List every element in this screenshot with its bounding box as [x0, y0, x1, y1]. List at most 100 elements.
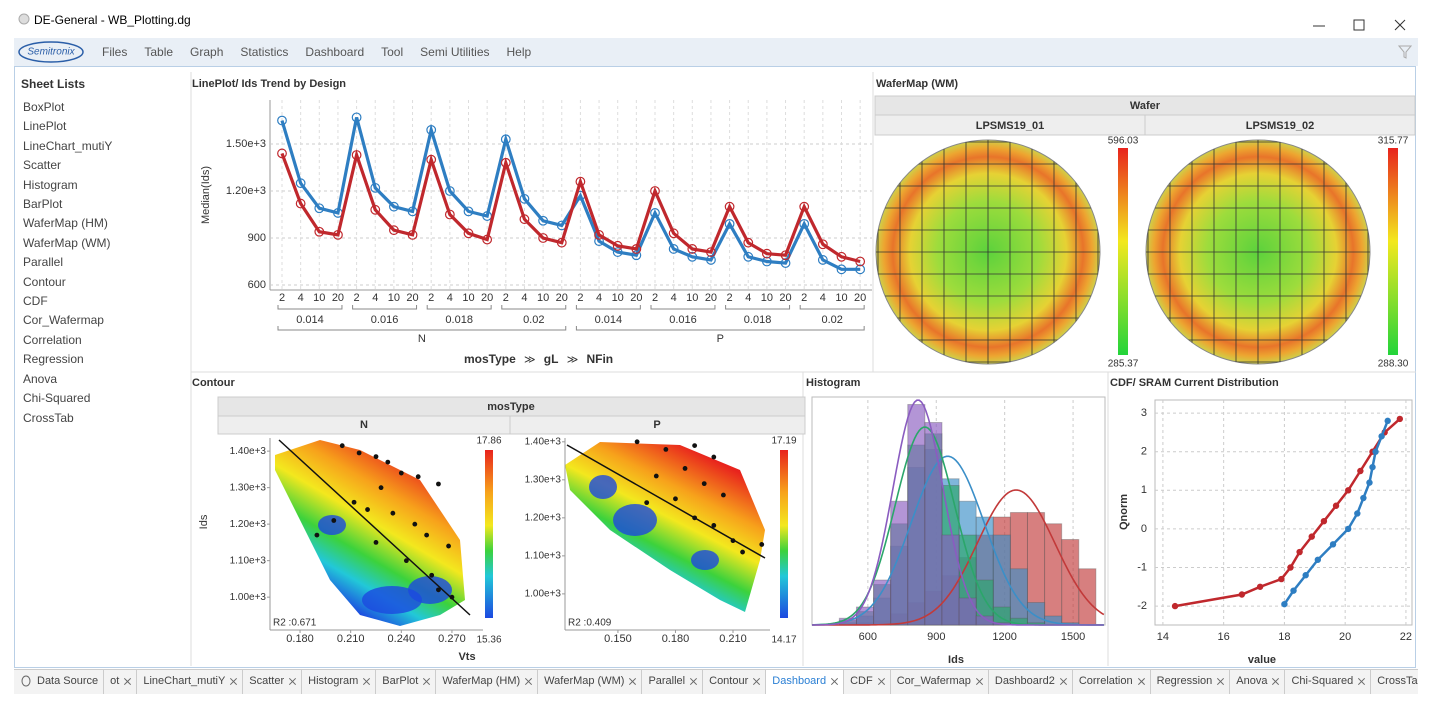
- tab-close[interactable]: [753, 678, 760, 685]
- sheet-item[interactable]: CrossTab: [23, 410, 74, 425]
- point: [1278, 575, 1285, 583]
- group-bracket: [277, 305, 343, 310]
- tab[interactable]: Anova: [1230, 670, 1286, 694]
- sheet-item[interactable]: Contour: [23, 274, 66, 289]
- sheet-item[interactable]: Histogram: [23, 177, 78, 192]
- sheet-item[interactable]: Regression: [23, 352, 84, 367]
- x-tick-label: 10: [835, 292, 847, 304]
- tab[interactable]: WaferMap (HM): [436, 670, 539, 694]
- group-label: 0.014: [595, 314, 623, 326]
- x-tick-label: 16: [1218, 631, 1230, 643]
- tab[interactable]: Cor_Wafermap: [891, 670, 989, 694]
- tab-close[interactable]: [1060, 678, 1067, 685]
- tab-close[interactable]: [124, 678, 131, 685]
- sheet-item[interactable]: Anova: [23, 371, 58, 386]
- tab-close[interactable]: [690, 678, 697, 685]
- tab[interactable]: Parallel: [642, 670, 704, 694]
- sheet-item[interactable]: BarPlot: [23, 197, 63, 212]
- menu-item[interactable]: Help: [506, 45, 532, 59]
- group-bracket: [352, 305, 418, 310]
- tab[interactable]: Histogram: [302, 670, 377, 694]
- menu-item[interactable]: Statistics: [240, 45, 289, 59]
- x-tick-label: 20: [332, 292, 344, 304]
- point: [668, 244, 679, 254]
- tab-close[interactable]: [1138, 678, 1145, 685]
- tab-close[interactable]: [629, 678, 636, 685]
- menu-item[interactable]: Table: [144, 45, 174, 59]
- point: [500, 157, 511, 168]
- tab[interactable]: Data Source: [14, 670, 105, 694]
- tab[interactable]: LineChart_mutiY: [137, 670, 244, 694]
- tab[interactable]: Correlation: [1073, 670, 1151, 694]
- logo[interactable]: Semitronix: [16, 38, 96, 66]
- sheet-item[interactable]: WaferMap (HM): [23, 216, 108, 231]
- bar: [907, 404, 926, 626]
- sheet-item[interactable]: Scatter: [23, 158, 62, 173]
- series-line: [1283, 420, 1389, 605]
- tab[interactable]: Contour: [703, 670, 767, 694]
- tab-close[interactable]: [230, 678, 237, 685]
- tab[interactable]: Dashboard2: [989, 670, 1073, 694]
- x-tick-label: 22: [1400, 631, 1412, 643]
- tab-close[interactable]: [831, 678, 838, 685]
- point: [436, 481, 441, 487]
- tab-close[interactable]: [525, 678, 532, 685]
- tab-close[interactable]: [1217, 678, 1224, 685]
- point: [351, 499, 357, 505]
- group-bracket: [575, 305, 641, 310]
- x-tick-label: 4: [671, 292, 677, 304]
- tab[interactable]: BarPlot: [376, 670, 437, 694]
- point: [500, 134, 511, 145]
- sheet-item[interactable]: Correlation: [23, 332, 82, 347]
- tab[interactable]: ot: [104, 670, 138, 694]
- menu-item[interactable]: Graph: [190, 45, 224, 59]
- tab[interactable]: Dashboard: [766, 670, 845, 694]
- bar: [958, 597, 977, 626]
- sheet-item[interactable]: LineChart_mutiY: [23, 138, 113, 153]
- tab[interactable]: CDF: [844, 670, 891, 694]
- point: [701, 481, 707, 487]
- tab-close[interactable]: [423, 678, 430, 685]
- point: [444, 186, 455, 196]
- workspace-frame: [14, 66, 1416, 668]
- sheet-item[interactable]: Cor_Wafermap: [23, 313, 104, 328]
- menu-items: Files Table Graph Statistics Dashboard Tool Se…: [102, 45, 531, 59]
- sheet-item[interactable]: CDF: [23, 294, 48, 309]
- tab[interactable]: CrossTab: [1371, 670, 1418, 694]
- tab-close[interactable]: [1272, 678, 1279, 685]
- tab-close[interactable]: [878, 678, 885, 685]
- point: [799, 218, 810, 229]
- facet-name: N: [360, 419, 368, 431]
- point: [1287, 564, 1294, 571]
- tab-close[interactable]: [289, 678, 296, 685]
- tab[interactable]: Scatter: [243, 670, 303, 694]
- menu-item[interactable]: Tool: [381, 45, 404, 59]
- menu-item[interactable]: Dashboard: [305, 45, 365, 59]
- tab-label: Cor_Wafermap: [896, 675, 971, 687]
- point: [724, 201, 735, 212]
- tab[interactable]: Regression: [1151, 670, 1231, 694]
- x-axis-label: mosType: [464, 352, 516, 366]
- tab-close[interactable]: [363, 678, 370, 685]
- sheet-item[interactable]: Parallel: [23, 255, 64, 270]
- x-axis-label: gL: [544, 352, 559, 366]
- filter-icon[interactable]: [1398, 45, 1412, 59]
- sheet-item[interactable]: LinePlot: [23, 119, 67, 134]
- x-tick-label: 600: [859, 631, 877, 643]
- tab[interactable]: WaferMap (WM): [538, 670, 643, 694]
- tab-close[interactable]: [976, 678, 983, 685]
- plot-frame: [1154, 399, 1413, 626]
- tab-close[interactable]: [1358, 678, 1365, 685]
- color-min: 285.37: [1108, 359, 1139, 370]
- color-max: 315.77: [1378, 136, 1409, 147]
- menu-item[interactable]: Semi Utilities: [420, 45, 490, 59]
- sheet-item[interactable]: WaferMap (WM): [23, 235, 111, 250]
- point: [687, 244, 698, 254]
- point: [612, 247, 623, 257]
- point: [650, 208, 660, 218]
- sheet-item[interactable]: BoxPlot: [23, 100, 65, 114]
- menu-item[interactable]: Files: [102, 45, 128, 59]
- sheet-item[interactable]: Chi-Squared: [23, 391, 91, 406]
- tab-label: LineChart_mutiY: [143, 675, 226, 687]
- tab[interactable]: Chi-Squared: [1285, 670, 1372, 694]
